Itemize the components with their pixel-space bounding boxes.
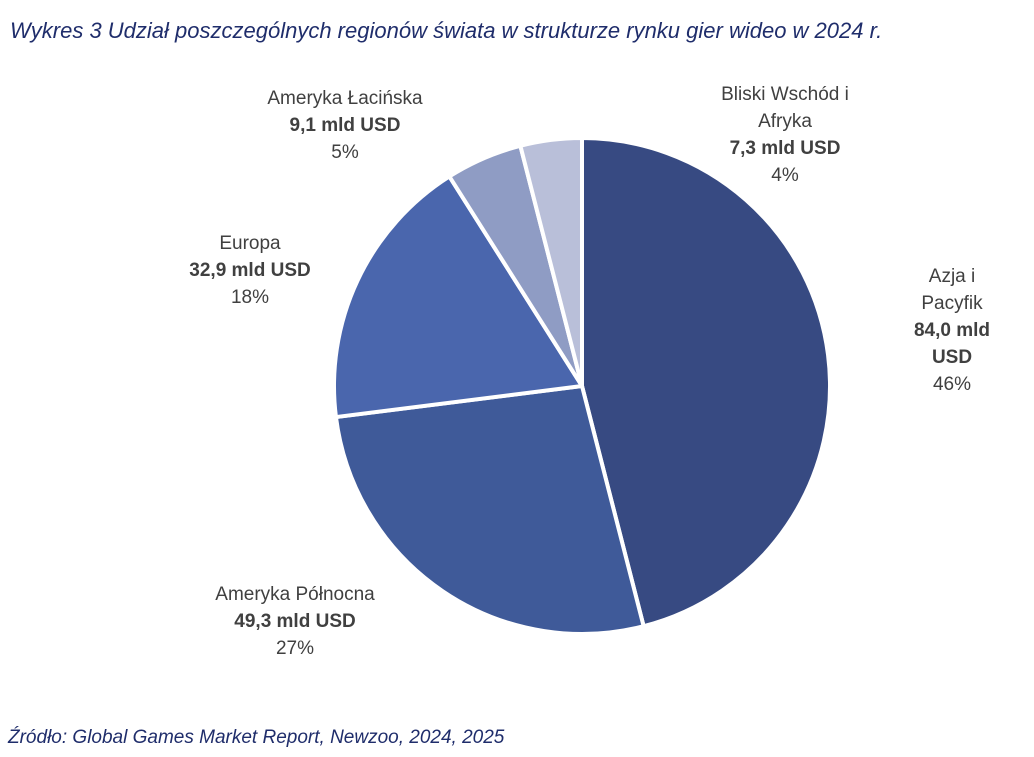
slice-percent: 4%	[771, 165, 799, 186]
slice-label-azja-i-pacyfik: Azja i Pacyfik 84,0 mld USD 46%	[911, 263, 993, 398]
slice-value: 7,3 mld USD	[729, 138, 841, 159]
slice-label-ameryka-polnocna: Ameryka Północna 49,3 mld USD 27%	[215, 581, 374, 662]
pie-slice-2	[332, 174, 584, 420]
pie-slice-0	[580, 136, 832, 629]
slice-name: Azja i Pacyfik	[921, 266, 983, 314]
slice-value: 32,9 mld USD	[189, 260, 311, 281]
slice-name: Ameryka Północna	[215, 584, 375, 605]
pie-slice-1	[333, 384, 646, 636]
source-note: Źródło: Global Games Market Report, Newz…	[8, 727, 505, 748]
slice-percent: 27%	[275, 638, 315, 659]
slice-value: 84,0 mld USD	[913, 320, 991, 368]
slice-name: Ameryka Łacińska	[267, 88, 423, 109]
slice-name: Bliski Wschód i Afryka	[721, 84, 849, 132]
slice-label-bliski-wschod-i-afryka: Bliski Wschód i Afryka 7,3 mld USD 4%	[710, 81, 860, 189]
slice-name: Europa	[219, 233, 281, 254]
slice-percent: 5%	[331, 142, 359, 163]
slice-value: 49,3 mld USD	[234, 611, 356, 632]
chart-title: Wykres 3 Udział poszczególnych regionów …	[10, 18, 883, 43]
slice-label-europa: Europa 32,9 mld USD 18%	[189, 230, 310, 311]
slice-percent: 46%	[932, 374, 972, 395]
slice-label-ameryka-lacinska: Ameryka Łacińska 9,1 mld USD 5%	[267, 85, 422, 166]
pie-slice-4	[518, 136, 584, 388]
slice-percent: 18%	[230, 287, 270, 308]
slice-value: 9,1 mld USD	[289, 115, 401, 136]
